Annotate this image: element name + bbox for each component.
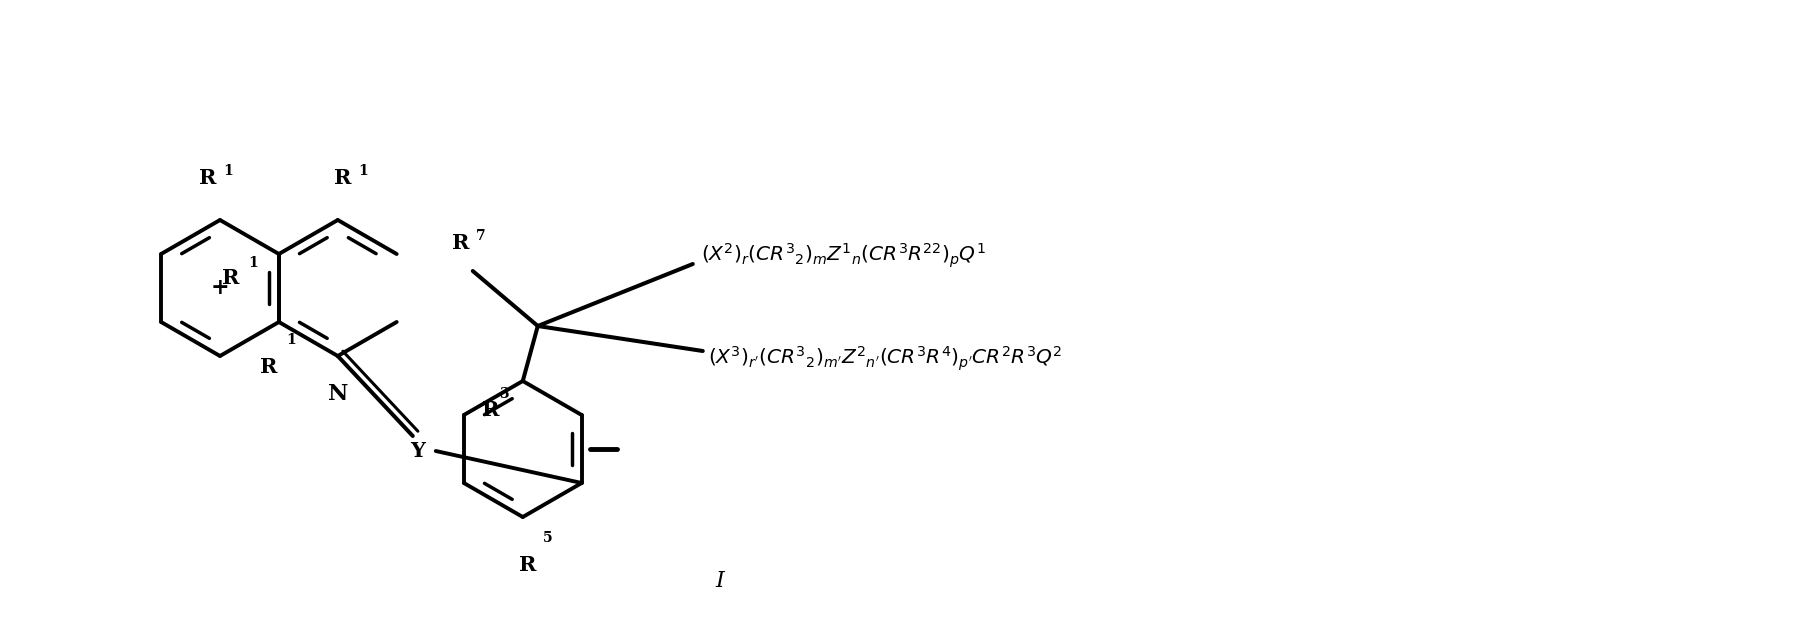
Text: R: R	[519, 555, 537, 575]
Text: 7: 7	[475, 229, 486, 243]
Text: R: R	[452, 233, 470, 253]
Text: 1: 1	[358, 164, 367, 178]
Text: 3: 3	[499, 387, 510, 401]
Text: R: R	[482, 400, 499, 420]
Text: +: +	[211, 277, 229, 299]
Text: $(X^3)_{r'}(CR^3{}_2)_{m'}\mathit{Z}^2{}_{n'}(CR^3R^4)_{p'}CR^2R^3Q^2$: $(X^3)_{r'}(CR^3{}_2)_{m'}\mathit{Z}^2{}…	[708, 345, 1063, 373]
Text: 1: 1	[248, 256, 258, 270]
Text: R: R	[334, 168, 352, 188]
Text: 5: 5	[542, 531, 553, 545]
Text: 1: 1	[222, 164, 233, 178]
Text: R: R	[260, 357, 278, 377]
Text: $(X^2)_r(CR^3{}_2)_mZ^1{}_n(CR^3R^{22})_pQ^1$: $(X^2)_r(CR^3{}_2)_mZ^1{}_n(CR^3R^{22})_…	[701, 242, 985, 270]
Text: 1: 1	[286, 333, 296, 347]
Text: I: I	[716, 570, 725, 592]
Text: R: R	[222, 268, 240, 288]
Text: Y: Y	[410, 441, 425, 461]
Text: N: N	[327, 383, 349, 405]
Text: R: R	[199, 168, 217, 188]
